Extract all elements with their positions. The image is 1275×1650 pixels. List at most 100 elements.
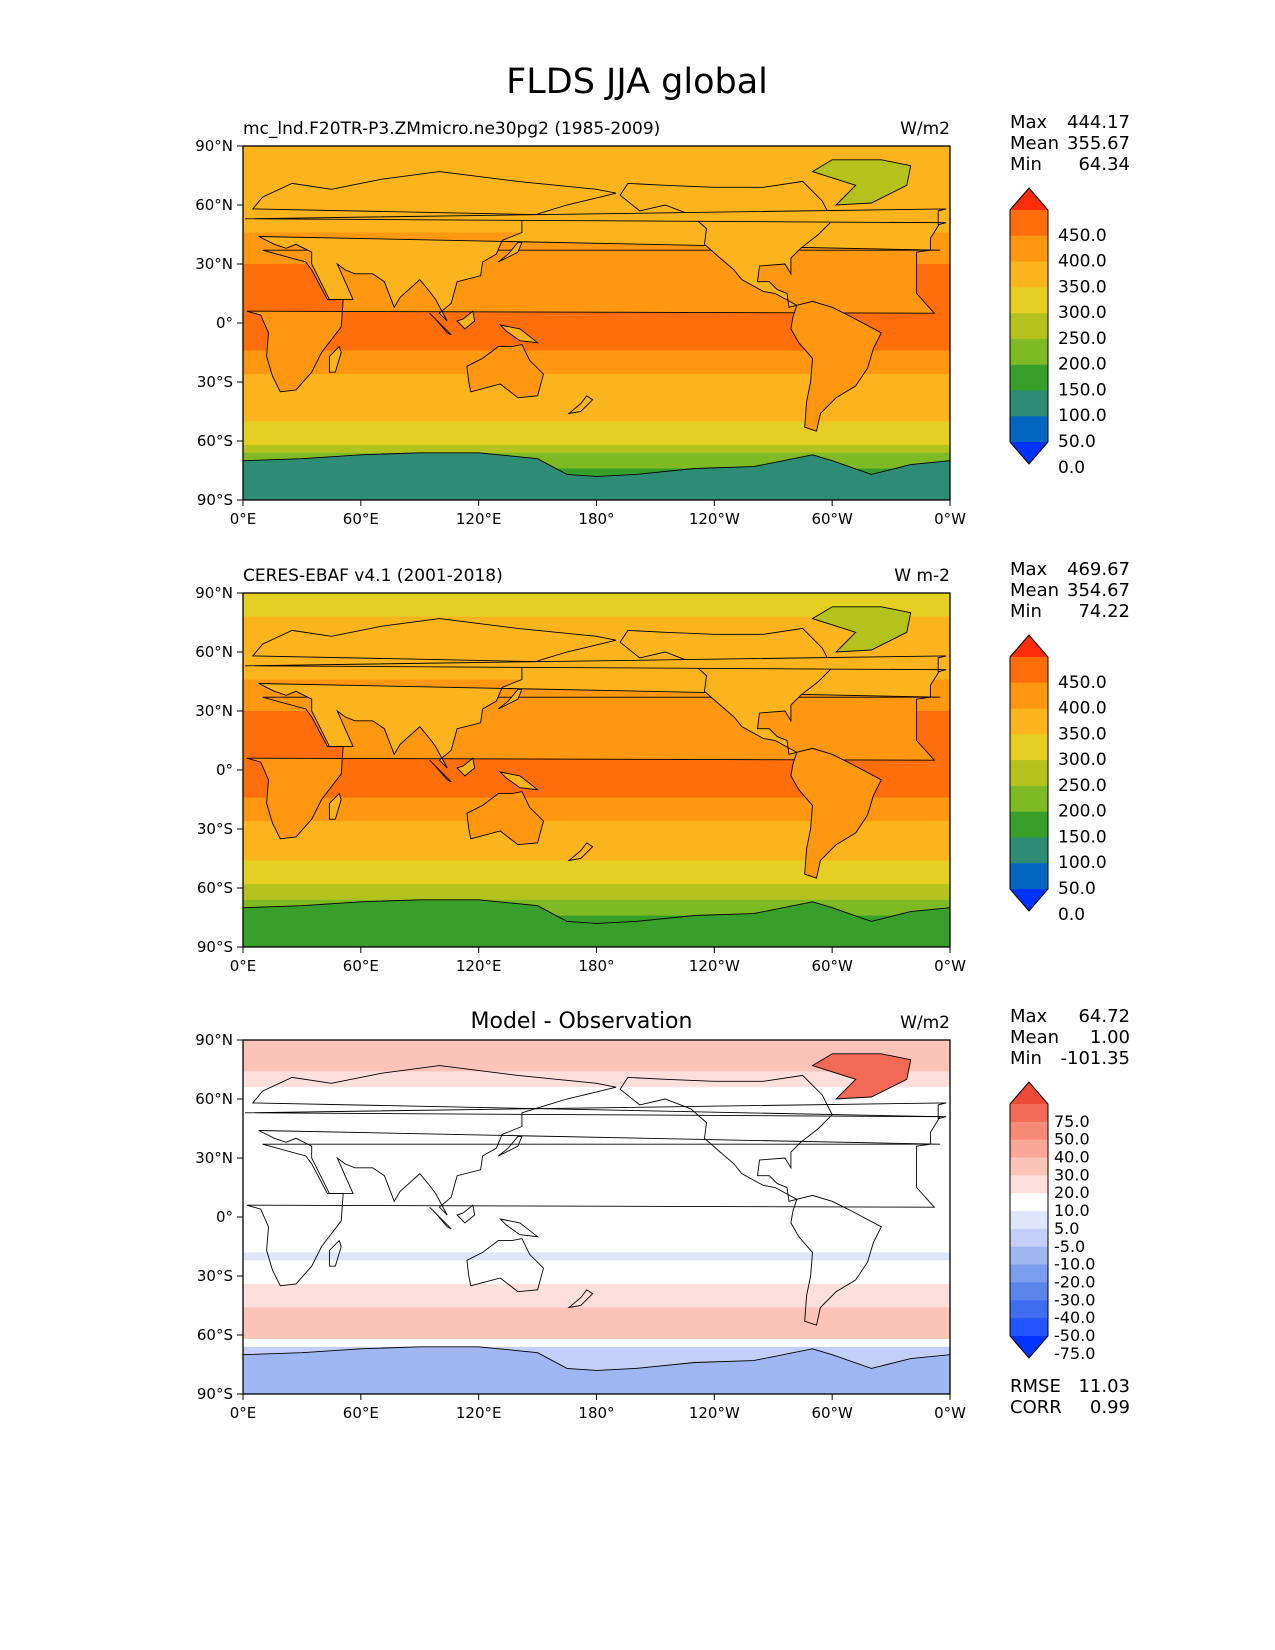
land-outline: [243, 899, 950, 947]
stat-value: 469.67: [1067, 559, 1130, 580]
x-tick-label: 120°E: [456, 957, 502, 975]
lat-band: [243, 773, 950, 783]
x-tick-label: 60°W: [811, 1404, 853, 1422]
colorbar-segment: [1010, 1157, 1048, 1176]
panel-title: Model - Observation: [471, 1009, 693, 1034]
land-outline: [498, 1218, 540, 1238]
land-outline: [244, 655, 947, 673]
y-tick-label: 30°S: [197, 373, 233, 391]
lat-band: [243, 1126, 950, 1135]
lat-band: [243, 1150, 950, 1159]
colorbar-label: 400.0: [1058, 699, 1107, 719]
x-tick-label: 180°: [578, 510, 614, 528]
lat-band: [243, 781, 950, 791]
land-outline: [251, 618, 942, 769]
lat-band: [243, 1142, 950, 1151]
colorbar-label: 30.0: [1054, 1165, 1090, 1184]
lat-band: [243, 1213, 950, 1222]
colorbar-segment: [1010, 416, 1048, 443]
lat-band: [243, 452, 950, 462]
colorbar-label: -40.0: [1054, 1308, 1095, 1327]
colorbar-label: 350.0: [1058, 724, 1107, 744]
lat-band: [243, 655, 950, 665]
lat-band: [243, 907, 950, 917]
stat-label: Mean: [1010, 133, 1059, 154]
y-tick-label: 90°N: [195, 584, 233, 602]
lat-band: [243, 758, 950, 767]
colorbar-label: -10.0: [1054, 1255, 1095, 1274]
colorbar-extend-top: [1010, 1082, 1048, 1104]
colorbar-segment: [1010, 657, 1048, 684]
colorbar-label: 5.0: [1054, 1219, 1079, 1238]
lat-band: [243, 813, 950, 822]
colorbar-segment: [1010, 1228, 1048, 1248]
land-outline: [243, 452, 950, 500]
panel-title: CERES-EBAF v4.1 (2001-2018): [243, 566, 503, 586]
colorbar-label: 150.0: [1058, 380, 1107, 400]
lat-band: [243, 624, 950, 633]
colorbar-outline: [1009, 1081, 1049, 1359]
stat-value: 355.67: [1067, 133, 1130, 154]
land-outline: [498, 241, 523, 263]
x-tick-label: 60°E: [343, 957, 379, 975]
land-outline: [328, 792, 342, 820]
y-tick-label: 30°S: [197, 1267, 233, 1285]
lat-band: [243, 319, 950, 328]
land-outline: [466, 344, 545, 399]
units-label: W m-2: [894, 566, 950, 586]
x-tick-label: 0°W: [934, 957, 966, 975]
lat-band: [243, 836, 950, 846]
panel-title: mc_lnd.F20TR-P3.ZMmicro.ne30pg2 (1985-20…: [243, 119, 660, 139]
colorbar-segment: [1010, 1282, 1048, 1301]
lat-band: [243, 1040, 950, 1049]
stat-label: Max: [1010, 559, 1048, 580]
land-outline: [243, 1346, 950, 1394]
lat-band: [243, 899, 950, 909]
lat-band: [243, 153, 950, 163]
lat-band: [243, 1055, 950, 1065]
land-outline: [498, 324, 540, 344]
colorbar-label: 100.0: [1058, 853, 1107, 873]
lat-band: [243, 1102, 950, 1112]
stat-label: Mean: [1010, 580, 1059, 601]
x-tick-label: 0°E: [230, 1404, 257, 1422]
land-outline: [790, 1194, 882, 1326]
land-outline: [567, 395, 594, 415]
land-outline: [251, 171, 942, 322]
lat-band: [243, 1165, 950, 1175]
x-tick-label: 120°E: [456, 1404, 502, 1422]
lat-band: [243, 240, 950, 249]
colorbar-segment: [1010, 390, 1048, 417]
colorbar-label: -50.0: [1054, 1326, 1095, 1345]
x-tick-label: 0°E: [230, 957, 257, 975]
lat-band: [243, 1315, 950, 1324]
colorbar-segment: [1010, 1264, 1048, 1283]
land-outline: [567, 1289, 594, 1309]
x-tick-label: 60°W: [811, 510, 853, 528]
stat-value: 1.00: [1090, 1027, 1130, 1048]
lat-band: [243, 1047, 950, 1057]
lat-band: [243, 1236, 950, 1246]
colorbar-label: 0.0: [1058, 905, 1085, 925]
land-outline: [244, 208, 947, 226]
lat-band: [243, 600, 950, 610]
colorbar-segment: [1010, 1104, 1048, 1123]
colorbar-segment: [1010, 708, 1048, 735]
colorbar-label: 50.0: [1058, 879, 1096, 899]
lat-band: [243, 1283, 950, 1293]
lat-band: [243, 1268, 950, 1277]
lat-band: [243, 876, 950, 885]
x-tick-label: 60°W: [811, 957, 853, 975]
colorbar-label: -20.0: [1054, 1272, 1095, 1291]
lat-band: [243, 1228, 950, 1238]
colorbar-extend-bottom: [1010, 889, 1048, 911]
y-tick-label: 90°S: [197, 491, 233, 509]
land-outline: [429, 312, 452, 336]
lat-band: [243, 789, 950, 799]
lat-band: [243, 413, 950, 422]
y-tick-label: 30°N: [195, 1149, 233, 1167]
lat-band: [243, 177, 950, 186]
lat-band: [243, 334, 950, 344]
lat-band: [243, 1134, 950, 1143]
